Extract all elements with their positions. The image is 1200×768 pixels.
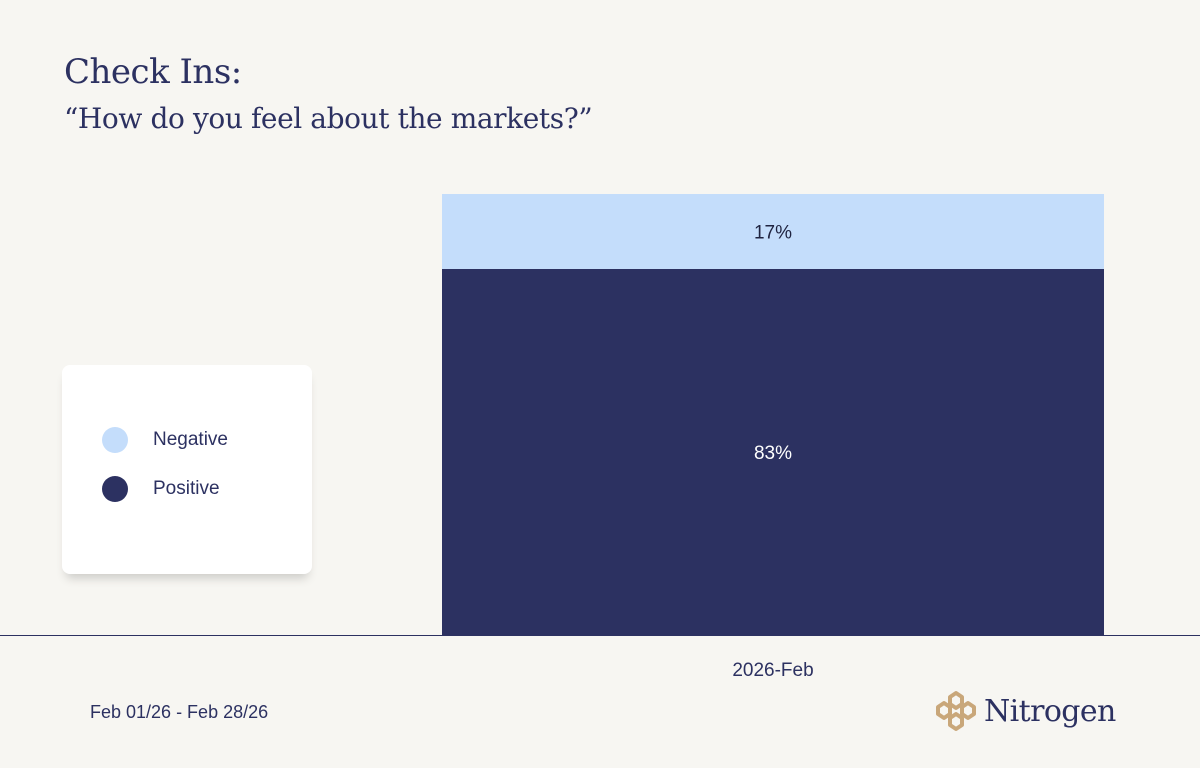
logo-wordmark: Nitrogen — [984, 693, 1116, 729]
stacked-bar-chart: 83% 17% 2026-Feb — [0, 194, 1200, 681]
legend-label-negative: Negative — [153, 429, 228, 450]
legend: Negative Positive — [62, 365, 312, 574]
legend-label-positive: Positive — [153, 478, 220, 499]
legend-swatch-positive — [102, 476, 128, 502]
date-range: Feb 01/26 - Feb 28/26 — [90, 702, 269, 722]
legend-swatch-negative — [102, 427, 128, 453]
nitrogen-logo: Nitrogen — [936, 688, 1116, 734]
data-label-negative: 17% — [754, 222, 792, 243]
nitrogen-logo-mark-icon — [936, 691, 976, 731]
legend-item-positive: Positive — [102, 476, 220, 502]
legend-item-negative: Negative — [102, 427, 228, 453]
chart-subtitle: “How do you feel about the markets?” — [64, 102, 593, 135]
data-label-positive: 83% — [754, 443, 792, 464]
bar-segment-negative — [442, 194, 1104, 269]
bar-segment-positive — [442, 268, 1104, 635]
x-tick-label: 2026-Feb — [732, 660, 813, 681]
chart-title: Check Ins: — [64, 52, 242, 92]
